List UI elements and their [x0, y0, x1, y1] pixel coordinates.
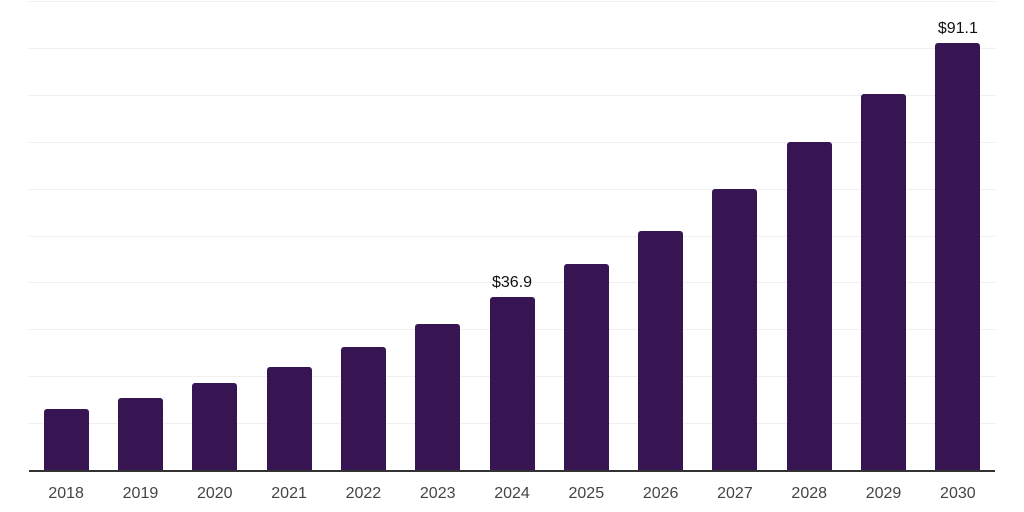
- bar-2020[interactable]: [192, 383, 238, 470]
- x-tick-label-2021: 2021: [271, 485, 307, 502]
- gridline: [29, 235, 995, 237]
- bar-2025[interactable]: [563, 264, 609, 470]
- x-tick-label-2025: 2025: [568, 485, 605, 502]
- x-axis-line: [29, 470, 995, 472]
- gridline: [29, 188, 995, 190]
- gridline: [29, 141, 995, 143]
- bar-2022[interactable]: [340, 347, 386, 470]
- bar-2029[interactable]: [861, 93, 907, 470]
- x-tick-label-2023: 2023: [419, 485, 456, 502]
- bar-2026[interactable]: [638, 230, 684, 470]
- bar-2024[interactable]: [489, 296, 535, 470]
- x-tick-label-2022: 2022: [345, 485, 382, 502]
- bar-2021[interactable]: [266, 367, 312, 470]
- bar-2019[interactable]: [117, 397, 163, 470]
- x-tick-label-2027: 2027: [717, 485, 753, 502]
- x-tick-label-2029: 2029: [865, 485, 902, 502]
- bar-2030[interactable]: [935, 42, 981, 470]
- data-label-2030: $91.1: [937, 19, 978, 37]
- gridline: [29, 94, 995, 96]
- gridline: [29, 282, 995, 284]
- x-tick-label-2028: 2028: [791, 485, 828, 502]
- x-tick-label-2019: 2019: [122, 485, 159, 502]
- gridline: [29, 47, 995, 49]
- x-tick-label-2020: 2020: [196, 485, 233, 502]
- bar-2027[interactable]: [712, 189, 758, 470]
- x-tick-label-2026: 2026: [642, 485, 679, 502]
- bar-2028[interactable]: [786, 142, 832, 470]
- gridline: [29, 0, 995, 2]
- x-tick-label-2024: 2024: [494, 485, 530, 502]
- x-tick-label-2018: 2018: [48, 485, 84, 502]
- bar-2018[interactable]: [43, 409, 89, 470]
- data-label-2024: $36.9: [491, 273, 533, 291]
- x-tick-label-2030: 2030: [940, 485, 976, 502]
- bar-2023[interactable]: [415, 323, 461, 470]
